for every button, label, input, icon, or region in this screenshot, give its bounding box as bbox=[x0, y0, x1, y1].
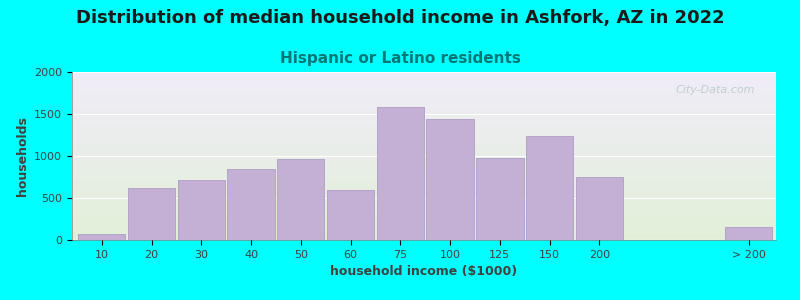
Text: Distribution of median household income in Ashfork, AZ in 2022: Distribution of median household income … bbox=[76, 9, 724, 27]
Text: City-Data.com: City-Data.com bbox=[675, 85, 755, 95]
Bar bbox=[725, 227, 772, 240]
Bar bbox=[377, 107, 424, 240]
Bar bbox=[377, 107, 424, 240]
Bar bbox=[78, 234, 126, 240]
Bar bbox=[526, 136, 574, 240]
Bar bbox=[327, 190, 374, 240]
Bar bbox=[128, 188, 175, 240]
Bar bbox=[227, 169, 274, 240]
Bar bbox=[426, 119, 474, 240]
Bar bbox=[327, 190, 374, 240]
Bar bbox=[278, 159, 325, 240]
Bar bbox=[576, 177, 623, 240]
Text: Hispanic or Latino residents: Hispanic or Latino residents bbox=[279, 51, 521, 66]
Bar bbox=[476, 158, 523, 240]
Bar bbox=[476, 158, 523, 240]
Bar bbox=[227, 169, 274, 240]
Y-axis label: households: households bbox=[15, 116, 29, 196]
Bar bbox=[576, 177, 623, 240]
Bar bbox=[526, 136, 574, 240]
Bar bbox=[178, 180, 225, 240]
Bar bbox=[278, 159, 325, 240]
Bar bbox=[178, 180, 225, 240]
Bar bbox=[426, 119, 474, 240]
Bar bbox=[128, 188, 175, 240]
X-axis label: household income ($1000): household income ($1000) bbox=[330, 265, 518, 278]
Bar bbox=[78, 234, 126, 240]
Bar bbox=[725, 227, 772, 240]
